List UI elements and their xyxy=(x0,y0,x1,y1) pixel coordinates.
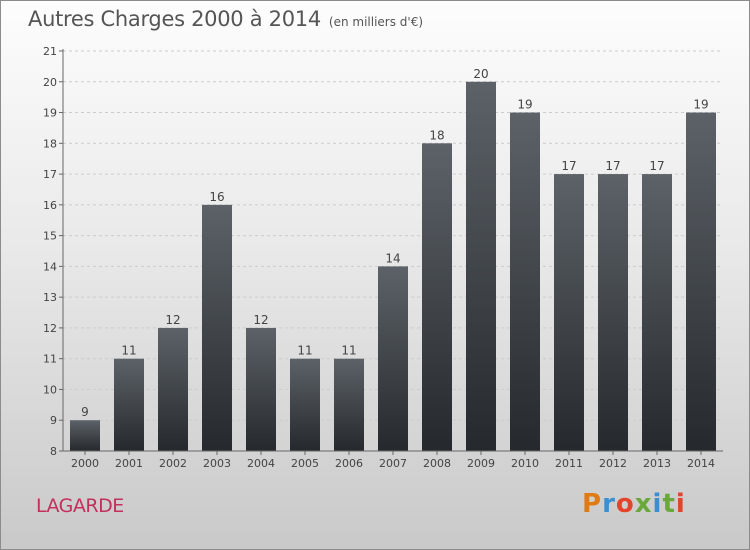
data-label: 16 xyxy=(209,190,224,204)
bar xyxy=(114,358,144,451)
y-tick-label: 16 xyxy=(43,199,57,212)
bar xyxy=(158,327,188,451)
data-label: 20 xyxy=(473,67,488,81)
x-tick-label: 2009 xyxy=(467,457,495,470)
logo-letter: o xyxy=(615,489,635,519)
bar xyxy=(70,420,100,451)
data-label: 19 xyxy=(517,98,532,112)
x-tick-label: 2002 xyxy=(159,457,187,470)
y-tick-label: 21 xyxy=(43,45,57,58)
data-label: 14 xyxy=(385,251,400,265)
data-label: 9 xyxy=(81,405,89,419)
place-name: LAGARDE xyxy=(36,495,124,517)
x-tick-label: 2011 xyxy=(555,457,583,470)
data-label: 17 xyxy=(605,159,620,173)
y-tick-label: 8 xyxy=(50,445,57,458)
data-labels: 9 11 12 16 12 11 11 14 18 20 19 17 17 17 19 xyxy=(81,67,708,419)
data-label: 11 xyxy=(297,344,312,358)
x-tick-label: 2003 xyxy=(203,457,231,470)
logo-letter: x xyxy=(634,489,653,519)
bar xyxy=(510,112,540,452)
bar xyxy=(642,174,672,452)
bars xyxy=(70,81,716,452)
x-tick-label: 2008 xyxy=(423,457,451,470)
y-tick-label: 10 xyxy=(43,383,57,396)
bar xyxy=(202,204,232,451)
data-label: 11 xyxy=(341,344,356,358)
logo-letter: P xyxy=(582,489,603,519)
logo-letter: r xyxy=(602,489,616,519)
x-tick-label: 2012 xyxy=(599,457,627,470)
x-tick-label: 2013 xyxy=(643,457,671,470)
bar xyxy=(686,112,716,452)
y-tick-label: 15 xyxy=(43,230,57,243)
data-label: 12 xyxy=(253,313,268,327)
logo-letter: t xyxy=(662,489,676,519)
bar xyxy=(290,358,320,451)
y-tick-label: 20 xyxy=(43,76,57,89)
proxiti-logo: Proxiti xyxy=(582,489,686,519)
y-tick-label: 9 xyxy=(50,414,57,427)
bar xyxy=(598,174,628,452)
bar xyxy=(246,327,276,451)
x-tick-label: 2004 xyxy=(247,457,275,470)
chart-subtitle: (en milliers d'€) xyxy=(328,15,424,29)
x-tick-label: 2014 xyxy=(687,457,715,470)
x-tick-label: 2006 xyxy=(335,457,363,470)
bar xyxy=(422,143,452,452)
data-label: 17 xyxy=(561,159,576,173)
y-tick-label: 19 xyxy=(43,107,57,120)
data-label: 11 xyxy=(121,344,136,358)
data-label: 17 xyxy=(649,159,664,173)
y-tick-label: 12 xyxy=(43,322,57,335)
y-tick-label: 17 xyxy=(43,168,57,181)
bar xyxy=(378,266,408,451)
bar xyxy=(554,174,584,452)
logo-letter: i xyxy=(675,489,686,519)
y-tick-label: 13 xyxy=(43,291,57,304)
x-tick-label: 2005 xyxy=(291,457,319,470)
x-tick-label: 2010 xyxy=(511,457,539,470)
x-tick-label: 2007 xyxy=(379,457,407,470)
data-label: 18 xyxy=(429,128,444,142)
x-tick-label: 2001 xyxy=(115,457,143,470)
bar xyxy=(466,81,496,452)
data-label: 12 xyxy=(165,313,180,327)
axes: 8 9 10 11 12 13 14 15 16 17 18 19 20 21 2000 2001 2002 20… xyxy=(43,45,723,470)
chart-title: Autres Charges 2000 à 2014 (en milliers d… xyxy=(28,7,423,31)
title-text: Autres Charges 2000 à 2014 xyxy=(28,7,321,31)
x-tick-label: 2000 xyxy=(71,457,99,470)
bar xyxy=(334,358,364,451)
logo-letter: i xyxy=(652,489,663,519)
y-tick-label: 11 xyxy=(43,353,57,366)
y-tick-label: 18 xyxy=(43,137,57,150)
data-label: 19 xyxy=(693,98,708,112)
y-tick-label: 14 xyxy=(43,260,57,273)
